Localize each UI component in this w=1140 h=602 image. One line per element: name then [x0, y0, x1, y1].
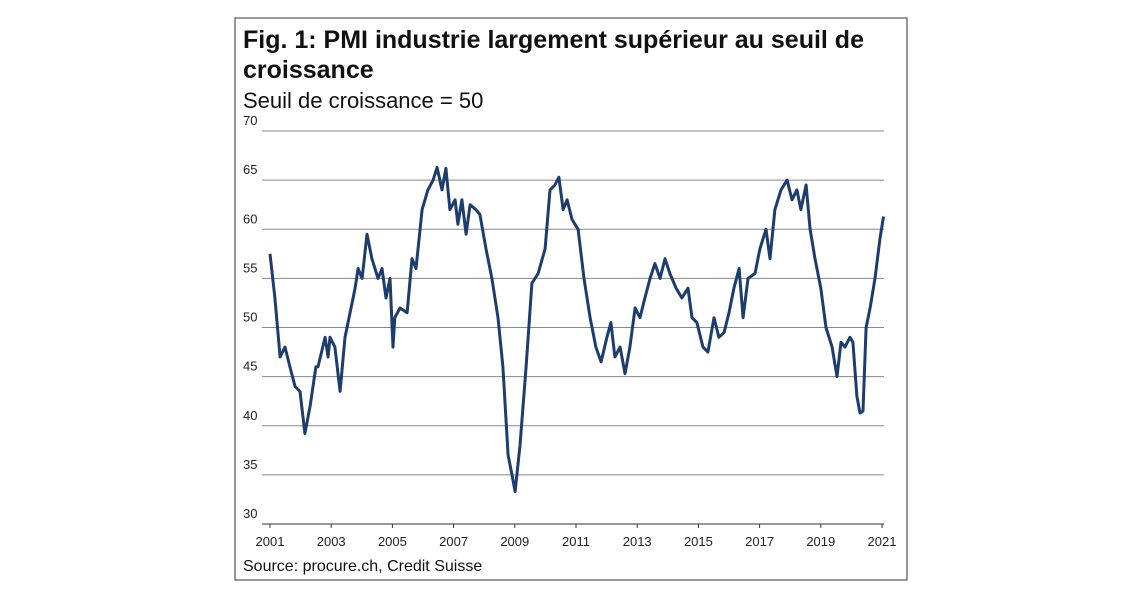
x-tick-label: 2003: [317, 534, 346, 549]
chart-title: Fig. 1: PMI industrie largement supérieu…: [243, 26, 864, 84]
x-tick-label: 2017: [745, 534, 774, 549]
x-tick-label: 2005: [378, 534, 407, 549]
y-tick-label: 40: [243, 408, 257, 423]
x-tick-label: 2001: [256, 534, 285, 549]
data-line: [268, 165, 885, 494]
x-tick-label: 2011: [562, 534, 590, 549]
y-tick-label: 70: [243, 113, 257, 128]
title-part: Fig. 1: PMI industrie largement supérieu…: [243, 26, 864, 54]
source-note: Source: procure.ch, Credit Suisse: [243, 558, 482, 575]
frame: [234, 17, 908, 581]
y-tick-label: 45: [243, 359, 257, 374]
x-tick-label: 2021: [868, 534, 897, 549]
y-tick-label: 50: [243, 310, 257, 325]
y-tick-label: 55: [243, 260, 257, 275]
y-tick-label: 65: [243, 162, 257, 177]
x-tick-label: 2007: [439, 534, 468, 549]
y-tick-label: 60: [243, 211, 257, 226]
chart-subtitle: Seuil de croissance = 50: [243, 88, 483, 113]
x-tick-label: 2019: [806, 534, 835, 549]
y-tick-label: 30: [243, 506, 257, 521]
x-tick-label: 2015: [684, 534, 713, 549]
x-tick-label: 2013: [623, 534, 652, 549]
title-part: croissance: [243, 56, 374, 84]
x-tick-label: 2009: [500, 534, 529, 549]
y-tick-label: 35: [243, 457, 257, 472]
